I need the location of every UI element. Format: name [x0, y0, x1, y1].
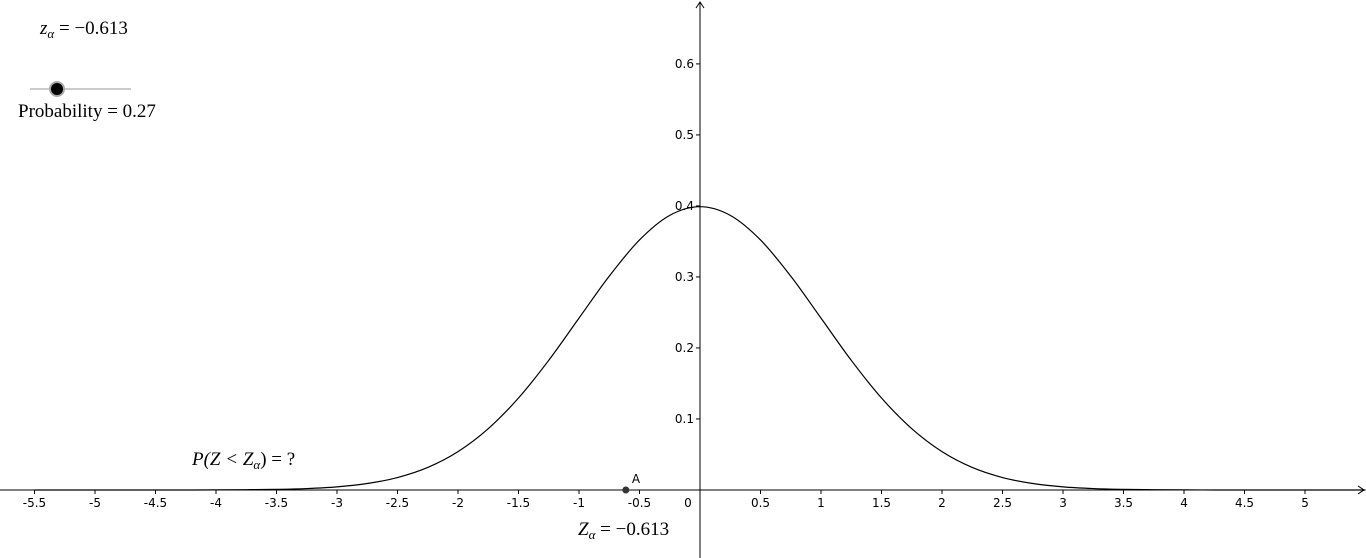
suffix: ) = ? — [260, 449, 295, 470]
value-text: = −0.613 — [54, 18, 128, 39]
x-tick-label: 0 — [684, 496, 692, 510]
x-tick-label: 4.5 — [1235, 496, 1254, 510]
x-tick-label: 2.5 — [993, 496, 1012, 510]
x-tick-label: -1 — [573, 496, 585, 510]
x-tick-label: 3.5 — [1114, 496, 1133, 510]
y-tick-label: 0.2 — [675, 341, 694, 355]
bottom-label: Zα = −0.613 — [578, 519, 669, 542]
x-tick-label: 3 — [1059, 496, 1067, 510]
x-tick-label: -1.5 — [507, 496, 530, 510]
prefix: P(Z < Z — [191, 449, 254, 470]
y-tick-label: 0.6 — [675, 57, 694, 71]
x-tick-label: -3 — [331, 496, 343, 510]
x-tick-label: -4.5 — [144, 496, 167, 510]
question: P(Z < Zα) = ? — [191, 449, 295, 472]
subscript: α — [47, 26, 55, 41]
y-axis-arrow — [695, 1, 705, 9]
subscript: α — [589, 527, 597, 542]
point-label: A — [632, 472, 641, 486]
x-tick-label: 4 — [1180, 496, 1188, 510]
x-tick-label: 0.5 — [751, 496, 770, 510]
y-tick-label: 0.5 — [675, 128, 694, 142]
x-tick-label: -3.5 — [265, 496, 288, 510]
slider-label: Probability = 0.27 — [18, 101, 156, 122]
subscript: α — [253, 457, 261, 472]
x-tick-label: -0.5 — [628, 496, 651, 510]
x-tick-label: -5 — [89, 496, 101, 510]
x-tick-label: 1 — [817, 496, 825, 510]
x-tick-label: 2 — [938, 496, 946, 510]
point — [622, 486, 630, 494]
x-tick-label: -4 — [210, 496, 222, 510]
y-tick-label: 0.4 — [675, 199, 694, 213]
symbol: z — [39, 18, 48, 39]
x-tick-label: -5.5 — [23, 496, 46, 510]
x-tick-label: -2 — [452, 496, 464, 510]
x-tick-label: -2.5 — [386, 496, 409, 510]
y-tick-label: 0.1 — [675, 412, 694, 426]
top-label: zα = −0.613 — [39, 18, 128, 41]
slider-knob[interactable] — [51, 83, 63, 95]
x-tick-label: 1.5 — [872, 496, 891, 510]
density-curve — [34, 206, 1366, 491]
value-text: = −0.613 — [595, 519, 669, 540]
symbol: Z — [578, 519, 589, 540]
y-tick-label: 0.3 — [675, 270, 694, 284]
x-tick-label: 5 — [1301, 496, 1309, 510]
